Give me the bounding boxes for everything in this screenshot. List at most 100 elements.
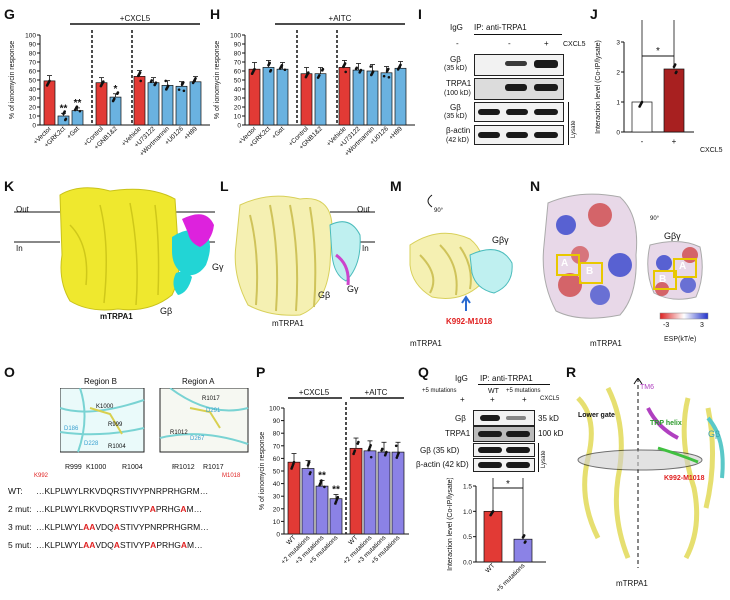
panel-label-p: P xyxy=(256,364,266,380)
data-point xyxy=(321,67,325,71)
data-point xyxy=(355,66,358,70)
data-point xyxy=(177,88,181,91)
data-point xyxy=(369,444,372,447)
m-gby: Gβγ xyxy=(492,235,509,245)
data-point xyxy=(673,63,677,66)
data-point xyxy=(268,61,271,65)
y-tick-label: 0.5 xyxy=(463,534,472,541)
data-point xyxy=(323,485,326,489)
data-point xyxy=(397,451,400,455)
panel-label-o: O xyxy=(4,364,15,380)
x-tick-label: +H89 xyxy=(183,125,199,141)
y-tick-label: 60 xyxy=(234,69,242,76)
bar xyxy=(95,82,108,126)
panel-label-m: M xyxy=(390,178,402,194)
y-tick-label: 20 xyxy=(29,105,37,112)
y-tick-label: 0 xyxy=(32,123,36,130)
data-point xyxy=(48,79,51,83)
seq-5mut: …KLPLWYLAAVDQASTIVYPAPRHGAM… xyxy=(36,540,203,550)
bar xyxy=(276,68,289,126)
data-point xyxy=(102,80,105,83)
bar xyxy=(161,85,174,126)
bar xyxy=(43,80,56,126)
bar xyxy=(391,451,405,535)
data-point xyxy=(154,81,158,84)
blot-i-ip: IP: anti-TRPA1 xyxy=(474,23,527,32)
y-tick-label: 70 xyxy=(29,60,37,67)
data-point xyxy=(320,479,323,482)
y-tick-label: 1.0 xyxy=(463,509,472,516)
bar xyxy=(663,68,685,133)
n-a2: A xyxy=(679,261,687,272)
data-point xyxy=(283,68,287,72)
bar xyxy=(57,115,70,126)
bar xyxy=(363,450,377,535)
l-gy: Gγ xyxy=(347,284,359,294)
k-mtrpa1: mTRPA1 xyxy=(100,312,133,321)
y-axis-label: % of ionomycin response xyxy=(9,41,16,119)
y-tick-label: 10 xyxy=(234,114,242,121)
panel-label-i: I xyxy=(418,6,422,22)
data-point xyxy=(292,460,296,464)
data-point xyxy=(387,76,391,79)
o-region-a: Region A xyxy=(182,377,215,386)
bar xyxy=(248,68,261,126)
data-point xyxy=(369,455,373,459)
data-point xyxy=(75,105,79,108)
y-tick-label: 40 xyxy=(29,87,37,94)
bar xyxy=(338,67,351,126)
structure-k-surface xyxy=(14,187,215,311)
y-tick-label: 10 xyxy=(29,114,37,121)
y-tick-label: 50 xyxy=(273,469,281,476)
data-point xyxy=(675,70,678,74)
y-tick-label: 90 xyxy=(29,42,37,49)
y-tick-label: 80 xyxy=(234,51,242,58)
data-point xyxy=(522,534,526,537)
y-tick-label: 2 xyxy=(616,70,620,77)
data-point xyxy=(164,79,167,83)
data-point xyxy=(394,444,398,448)
data-point xyxy=(318,74,321,77)
bar xyxy=(513,538,533,563)
k-out: Out xyxy=(16,205,29,214)
o-insets xyxy=(60,388,249,453)
data-point xyxy=(387,67,390,71)
y-tick-label: 40 xyxy=(234,87,242,94)
bar xyxy=(380,72,393,126)
bar xyxy=(300,73,313,126)
m-k992: K992-M1018 xyxy=(446,317,493,326)
y-tick-label: 70 xyxy=(273,443,281,450)
x-tick-label: +5 mutations xyxy=(495,562,527,594)
y-tick-label: 0 xyxy=(276,532,280,539)
bar xyxy=(483,510,503,563)
panel-label-h: H xyxy=(210,6,221,22)
y-tick-label: 1.5 xyxy=(463,484,472,491)
y-tick-label: 1 xyxy=(616,100,620,107)
y-tick-label: 20 xyxy=(234,105,242,112)
bar xyxy=(366,70,379,126)
data-point xyxy=(353,449,357,452)
n-gby: Gβγ xyxy=(664,231,681,241)
blot-i-lane2: - xyxy=(508,39,511,48)
data-point xyxy=(307,71,310,74)
y-tick-label: 0.0 xyxy=(463,560,472,567)
significance-mark: ** xyxy=(332,484,340,495)
y-tick-label: 100 xyxy=(25,33,36,40)
seq-name-2mut: 2 mut: xyxy=(8,504,32,514)
data-point xyxy=(194,77,197,80)
data-point xyxy=(336,495,340,499)
data-point xyxy=(139,79,142,83)
data-point xyxy=(369,65,372,68)
n-esp-max: 3 xyxy=(700,322,704,329)
bar xyxy=(175,85,188,126)
structure-r xyxy=(576,378,725,568)
structure-n-esp xyxy=(542,193,709,320)
seq-2mut: …KLPLWYLRKVDQRSTIVYPAPRHGAM… xyxy=(36,504,203,514)
seq-name-wt: WT: xyxy=(8,486,23,496)
bar xyxy=(315,485,329,535)
seq-name-5mut: 5 mut: xyxy=(8,540,32,550)
bar xyxy=(109,96,122,126)
n-rot: 90° xyxy=(650,216,660,222)
significance-mark: ** xyxy=(74,98,82,109)
seq-wt: …KLPLWYLRKVDQRSTIVYPNRPRHGRM… xyxy=(36,486,209,496)
